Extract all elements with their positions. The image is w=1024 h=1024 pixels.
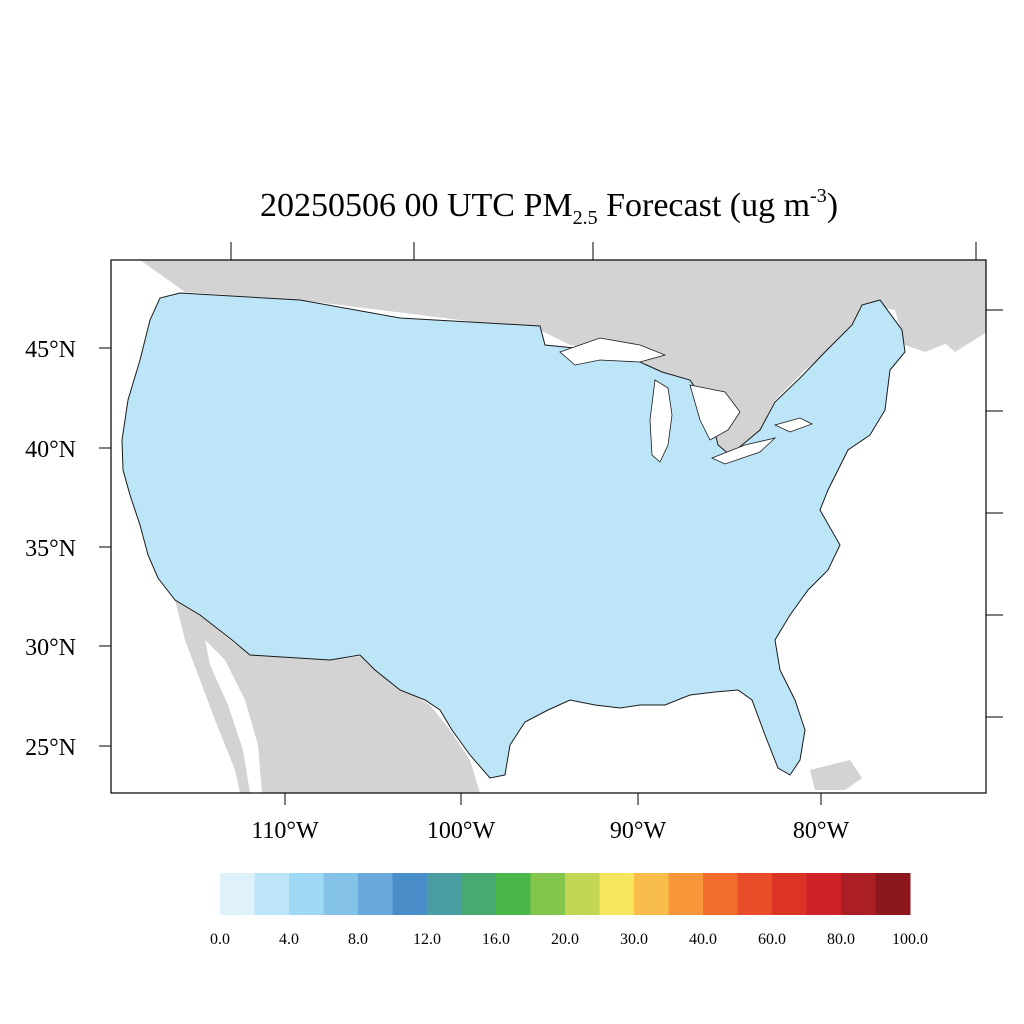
lon-label: 80°W: [793, 818, 850, 844]
colorbar-tick-label: 40.0: [689, 931, 717, 948]
colorbar-swatch: [461, 873, 497, 915]
colorbar-swatch: [392, 873, 428, 915]
colorbar-swatch: [668, 873, 704, 915]
colorbar-tick-label: 100.0: [892, 931, 928, 948]
colorbar-swatch: [220, 873, 255, 915]
colorbar-swatch: [772, 873, 807, 915]
cuba-land: [810, 760, 862, 790]
canada-land: [140, 260, 986, 455]
colorbar: [220, 873, 911, 915]
colorbar-tick-label: 0.0: [210, 931, 230, 948]
colorbar-swatch: [323, 873, 359, 915]
lon-label: 110°W: [251, 818, 319, 844]
axis-ticks: [99, 242, 1003, 805]
title-date-time: 20250506 00 UTC: [259, 187, 515, 224]
map-title: 20250506 00 UTC PM2.5 Forecast (ug m-3): [0, 184, 1024, 228]
title-suffix: ): [826, 187, 839, 224]
title-species-subscript: 2.5: [572, 207, 598, 229]
title-forecast-text: Forecast (ug m: [597, 187, 811, 224]
colorbar-tick-label: 80.0: [827, 931, 855, 948]
colorbar-labels: 0.0 4.0 8.0 12.0 16.0 20.0 30.0 40.0 60.0 80.0 100…: [210, 931, 928, 948]
colorbar-swatch: [875, 873, 911, 915]
colorbar-swatch: [737, 873, 773, 915]
lake-superior: [559, 337, 667, 366]
colorbar-swatch: [703, 873, 738, 915]
colorbar-swatch: [634, 873, 669, 915]
colorbar-tick-label: 12.0: [413, 931, 441, 948]
colorbar-tick-label: 8.0: [348, 931, 368, 948]
colorbar-tick-label: 30.0: [620, 931, 648, 948]
lon-label: 100°W: [427, 818, 496, 844]
lat-label: 40°N: [25, 437, 76, 463]
colorbar-swatch: [289, 873, 324, 915]
colorbar-swatch: [358, 873, 393, 915]
colorbar-tick-label: 4.0: [279, 931, 299, 948]
lat-label: 25°N: [25, 735, 76, 761]
lat-label: 45°N: [25, 337, 76, 363]
lat-label: 30°N: [25, 635, 76, 661]
lat-label: 35°N: [25, 536, 76, 562]
colorbar-swatch: [806, 873, 842, 915]
colorbar-swatch: [254, 873, 290, 915]
latitude-labels: 45°N 40°N 35°N 30°N 25°N: [25, 337, 76, 761]
colorbar-swatch: [496, 873, 531, 915]
colorbar-swatch: [599, 873, 635, 915]
colorbar-tick-label: 20.0: [551, 931, 579, 948]
lon-label: 90°W: [610, 818, 667, 844]
map-frame: [110, 259, 987, 794]
colorbar-tick-label: 60.0: [758, 931, 786, 948]
colorbar-swatch: [565, 873, 600, 915]
lake-michigan: [649, 379, 673, 463]
title-unit-exponent: -3: [810, 185, 827, 207]
baja-gap: [205, 640, 262, 793]
lake-ontario: [773, 417, 814, 433]
nova-scotia-land: [930, 300, 986, 352]
lake-erie: [710, 437, 777, 465]
colorbar-swatch: [427, 873, 462, 915]
colorbar-swatch: [530, 873, 566, 915]
lake-huron: [689, 384, 741, 441]
colorbar-tick-label: 16.0: [482, 931, 510, 948]
title-species: PM: [523, 187, 573, 224]
map-frame-content: [111, 260, 986, 793]
longitude-labels: 110°W 100°W 90°W 80°W: [251, 818, 849, 844]
colorbar-swatch: [841, 873, 876, 915]
